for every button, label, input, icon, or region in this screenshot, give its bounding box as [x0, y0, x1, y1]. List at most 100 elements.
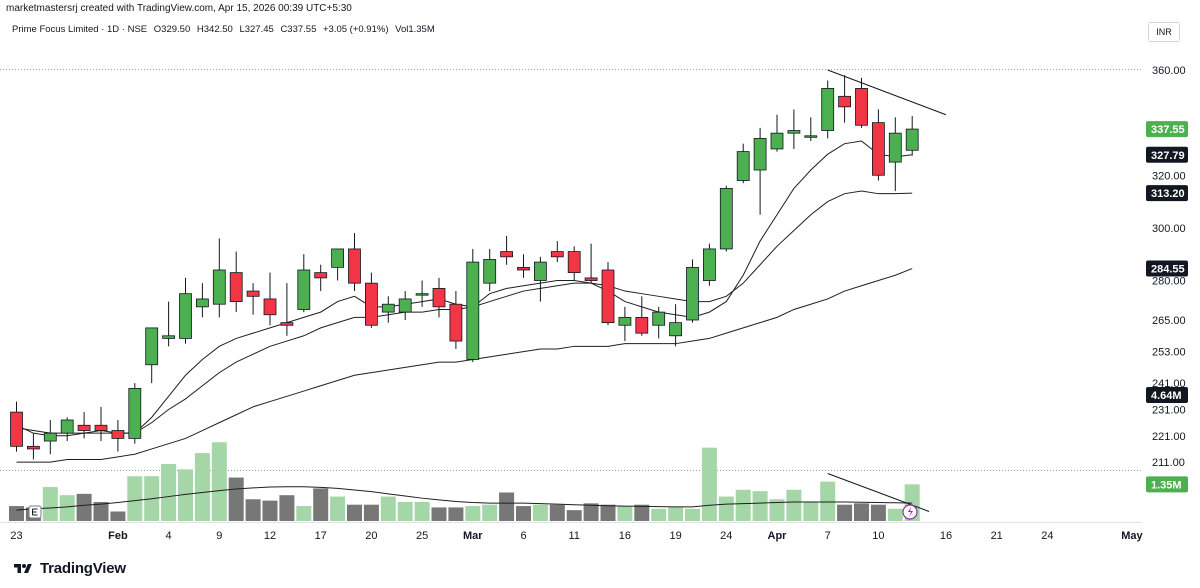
candle: [128, 383, 142, 444]
volume-bar: [566, 510, 582, 521]
volume-bar: [279, 495, 295, 521]
candle: [263, 272, 277, 326]
candle: [567, 246, 581, 281]
candle: [212, 238, 226, 318]
price-chart[interactable]: 360.00 320.00 300.00 280.00 265.00 253.00 24 1.…: [0, 0, 1200, 548]
volume-bar: [870, 504, 886, 521]
volume-bar: [532, 504, 548, 521]
candle-body: [770, 132, 784, 150]
volume-bar: [414, 501, 430, 521]
lightning-icon: [908, 507, 913, 517]
volume-bar: [854, 503, 869, 521]
time-tick-label: 4: [166, 530, 172, 542]
earnings-e-icon: [32, 508, 38, 516]
time-axis[interactable]: 23 Feb 4 9 12 17 20 25 Mar 6 11 16 19 24 Apr 7 10 16 21 24 M…: [10, 530, 1143, 542]
volume-bar: [583, 503, 599, 521]
volume-badge[interactable]: 4.64M: [1146, 387, 1188, 403]
price-badge-label: 337.55: [1151, 124, 1185, 136]
tradingview-logo[interactable]: TradingView: [12, 560, 126, 577]
candle: [348, 233, 361, 292]
chart-grid: [0, 69, 1142, 523]
candle: [669, 304, 682, 347]
candle: [280, 283, 294, 336]
candle-body: [550, 251, 564, 258]
volume-bar: [245, 499, 261, 521]
volume-bar: [735, 489, 751, 521]
candle: [500, 235, 514, 265]
candle-body: [128, 388, 142, 439]
volume-bar: [837, 504, 853, 521]
volume-bar: [769, 499, 785, 521]
candle-body: [297, 269, 311, 310]
candle-body: [398, 298, 412, 313]
candle: [432, 277, 446, 318]
candle-body: [195, 298, 209, 308]
volume-bar: [262, 500, 278, 521]
candle-body: [719, 188, 733, 250]
candle-body: [838, 95, 851, 108]
symbol-name[interactable]: Prime Focus Limited · 1D · NSE: [12, 24, 148, 35]
candle-body: [348, 248, 361, 284]
price-tick-label: 360.00: [1152, 65, 1186, 77]
candle: [162, 301, 176, 347]
candle: [483, 248, 497, 292]
candle: [872, 109, 885, 181]
time-tick-label: 24: [720, 530, 732, 542]
symbol-legend[interactable]: Prime Focus Limited · 1D · NSE O329.50 H…: [12, 24, 439, 35]
price-badge-bg: [1146, 185, 1188, 202]
footer: TradingView: [0, 548, 1200, 588]
volume-bar: [59, 495, 75, 521]
ma-long-line: [16, 268, 913, 463]
volume-badge-bg: [1146, 476, 1188, 493]
candle-body: [483, 259, 497, 284]
candle-body: [601, 269, 615, 324]
ohlc-high: H342.50: [196, 24, 233, 35]
price-badge-bg: [1146, 260, 1188, 277]
price-trendline[interactable]: [827, 69, 947, 116]
dividend-marker[interactable]: [902, 504, 918, 520]
price-badge[interactable]: 284.55: [1146, 260, 1188, 277]
candle-body: [821, 88, 835, 131]
volume-bar: [668, 507, 684, 521]
candle: [229, 251, 243, 313]
chart-markers: [28, 504, 918, 520]
volume-bar: [549, 504, 565, 521]
volume-bar: [701, 447, 717, 521]
price-axis[interactable]: 360.00320.00300.00280.00265.00253.00241.…: [1146, 65, 1188, 493]
candle-body: [246, 290, 260, 297]
candle-body: [314, 272, 328, 279]
candle: [618, 306, 632, 342]
candle: [466, 248, 480, 363]
volume-bar: [330, 496, 346, 521]
candle-body: [686, 266, 699, 321]
price-tick-label: 211.00: [1152, 457, 1185, 469]
time-tick-label: 11: [568, 530, 579, 542]
candle-body: [567, 251, 581, 274]
volume-ma-polyline: [16, 486, 913, 511]
volume-bar: [803, 501, 819, 521]
candle-body: [703, 248, 716, 281]
candle-body: [212, 269, 226, 305]
candle: [550, 241, 564, 263]
currency-button[interactable]: INR: [1148, 22, 1180, 42]
candle: [398, 291, 412, 320]
ma-short-line: [16, 140, 913, 437]
candle: [838, 75, 851, 123]
volume-bar: [820, 481, 836, 521]
volume-bar: [516, 506, 531, 521]
candle: [804, 117, 818, 142]
candle-body: [60, 419, 74, 434]
time-tick-label: 12: [264, 530, 276, 542]
price-tick-label: 300.00: [1152, 223, 1186, 235]
earnings-marker[interactable]: [28, 505, 42, 519]
time-tick-label: Apr: [768, 530, 788, 542]
price-badge[interactable]: 337.55: [1146, 121, 1188, 138]
volume-badge[interactable]: 1.35M: [1146, 476, 1188, 493]
time-tick-label: 10: [872, 530, 884, 542]
candle: [43, 420, 57, 455]
candle: [26, 433, 40, 460]
price-badge[interactable]: 313.20: [1146, 185, 1188, 202]
volume-bar: [380, 496, 396, 521]
tradingview-logo-icon: [14, 563, 32, 573]
price-badge[interactable]: 327.79: [1146, 146, 1188, 163]
